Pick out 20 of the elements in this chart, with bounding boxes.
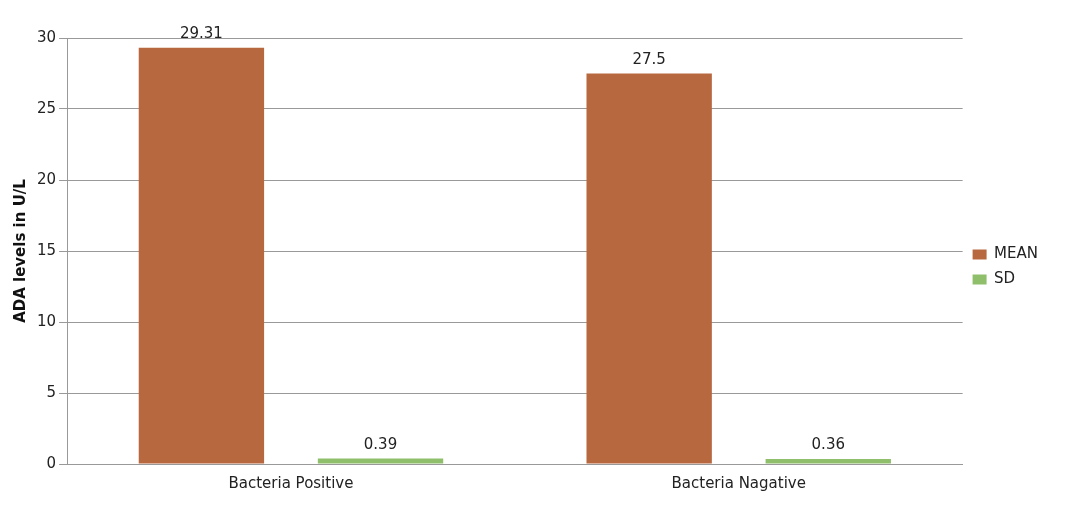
x-tick-label: Bacteria Positive xyxy=(228,473,354,492)
y-tick-label: 20 xyxy=(36,169,57,188)
bar xyxy=(586,73,712,464)
x-tick-label: Bacteria Nagative xyxy=(671,473,806,492)
y-tick-label: 15 xyxy=(36,240,57,259)
data-label: 27.5 xyxy=(632,49,666,68)
legend-label: MEAN xyxy=(994,244,1038,263)
data-label: 29.31 xyxy=(179,24,223,43)
data-label: 0.36 xyxy=(811,435,845,454)
y-tick-label: 0 xyxy=(46,453,57,472)
bar xyxy=(317,458,444,464)
bar xyxy=(765,458,891,464)
y-tick-label: 10 xyxy=(36,311,57,330)
y-tick-label: 25 xyxy=(36,98,57,117)
data-label: 0.39 xyxy=(363,434,398,453)
y-tick-label: 5 xyxy=(46,382,57,401)
bar xyxy=(138,47,265,464)
legend-label: SD xyxy=(994,269,1016,288)
y-axis-title: ADA levels in U/L xyxy=(10,178,29,323)
y-tick-label: 30 xyxy=(36,27,57,46)
